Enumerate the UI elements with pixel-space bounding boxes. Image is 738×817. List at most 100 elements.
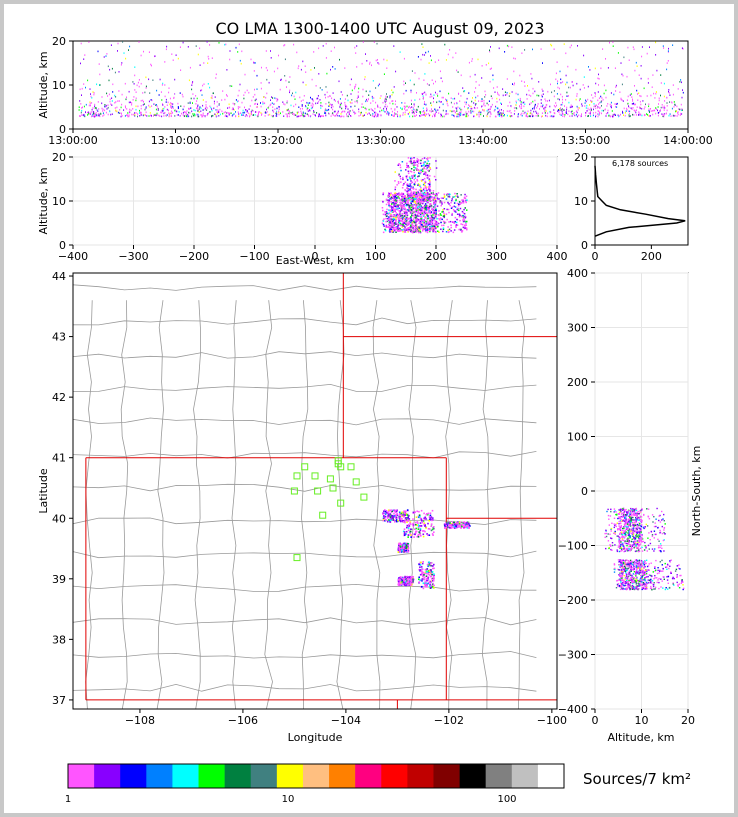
- time-altitude-source: [331, 97, 333, 100]
- time-altitude-source: [115, 96, 117, 98]
- ew-altitude-source: [402, 217, 405, 219]
- time-altitude-source: [369, 63, 371, 65]
- time-altitude-source: [422, 97, 424, 100]
- time-altitude-source: [222, 112, 224, 115]
- plan-view-source: [432, 534, 434, 536]
- time-altitude-source: [263, 96, 265, 98]
- time-altitude-source: [298, 106, 300, 108]
- ew-altitude-source: [464, 200, 467, 203]
- time-altitude-source: [586, 104, 588, 107]
- time-altitude-source: [523, 81, 525, 83]
- time-altitude-source: [312, 98, 314, 101]
- plan-view-source: [432, 567, 434, 570]
- ew-altitude-source: [400, 201, 402, 203]
- time-altitude-source: [181, 93, 183, 96]
- time-altitude-source: [657, 112, 659, 114]
- time-altitude-source: [508, 95, 510, 97]
- ew-altitude-source: [425, 220, 427, 223]
- time-altitude-source: [523, 112, 525, 115]
- ew-altitude-source: [420, 190, 423, 192]
- time-altitude-source: [439, 70, 441, 73]
- time-altitude-source: [607, 112, 609, 114]
- time-altitude-source: [460, 114, 462, 116]
- time-altitude-source: [434, 115, 436, 117]
- ew-altitude-source: [382, 231, 385, 234]
- time-altitude-source: [640, 95, 642, 98]
- ew-altitude-source: [391, 210, 394, 213]
- time-altitude-source: [371, 109, 373, 111]
- time-altitude-source: [561, 95, 563, 98]
- ew-altitude-source: [409, 205, 411, 207]
- ew-altitude-source: [464, 217, 467, 219]
- time-altitude-source: [565, 112, 567, 114]
- ew-altitude-source: [402, 198, 404, 201]
- time-altitude-source: [198, 108, 200, 110]
- ew-altitude-source: [407, 165, 409, 167]
- time-altitude-source: [207, 112, 209, 115]
- time-altitude-source: [168, 91, 170, 94]
- ew-altitude-source: [392, 209, 395, 211]
- ew-altitude-source: [415, 203, 417, 205]
- plan-view-source: [421, 571, 424, 573]
- ew-altitude-source: [395, 200, 398, 202]
- time-altitude-source: [328, 108, 330, 111]
- plan-view-source: [405, 530, 408, 533]
- ew-altitude-source: [434, 213, 436, 215]
- plan-view-source: [411, 523, 414, 526]
- time-altitude-source: [379, 110, 381, 113]
- time-altitude-source: [261, 66, 262, 69]
- time-altitude-source: [344, 67, 346, 69]
- time-altitude-source: [613, 115, 614, 118]
- ew-altitude-source: [466, 209, 468, 211]
- time-altitude-source: [105, 104, 107, 107]
- ew-altitude-source: [427, 215, 429, 217]
- time-altitude-source: [478, 84, 480, 86]
- time-altitude-source: [446, 99, 448, 101]
- ew-altitude-source: [429, 203, 432, 205]
- county-line: [73, 550, 537, 559]
- ew-altitude-source: [415, 229, 417, 232]
- plan-view-source: [417, 522, 419, 524]
- time-altitude-source: [307, 114, 309, 116]
- time-altitude-source: [509, 115, 511, 118]
- ew-altitude-source: [416, 226, 419, 228]
- plan-view-source: [405, 510, 407, 513]
- ew-altitude-source: [456, 193, 458, 195]
- time-altitude-source: [522, 110, 524, 112]
- time-altitude-source: [320, 104, 322, 107]
- ew-altitude-source: [416, 178, 418, 181]
- time-altitude-source: [139, 112, 140, 114]
- ew-altitude-source: [424, 228, 427, 230]
- ew-altitude-source: [410, 217, 412, 219]
- time-altitude-source: [277, 67, 279, 70]
- plan-view-source: [407, 549, 410, 552]
- time-altitude-source: [585, 107, 587, 109]
- ew-altitude-source: [414, 222, 417, 225]
- time-altitude-source: [264, 111, 266, 114]
- time-altitude-source: [631, 103, 633, 105]
- time-altitude-source: [145, 107, 147, 109]
- time-altitude-source: [226, 115, 228, 117]
- time-altitude-source: [287, 115, 288, 118]
- time-altitude-source: [110, 44, 112, 46]
- ew-altitude-source: [426, 193, 428, 195]
- ew-altitude-source: [403, 210, 405, 213]
- time-altitude-source: [365, 53, 366, 55]
- ew-altitude-source: [408, 194, 410, 197]
- plan-view-source: [430, 569, 432, 572]
- plan-view-source: [418, 569, 420, 571]
- time-altitude-source: [530, 73, 532, 75]
- ew-altitude-source: [423, 167, 425, 169]
- time-altitude-source: [253, 114, 254, 116]
- time-altitude-source: [184, 111, 186, 114]
- ew-altitude-source: [384, 229, 387, 232]
- ew-altitude-source: [425, 205, 428, 207]
- time-altitude-source: [347, 111, 349, 114]
- ew-altitude-source: [394, 192, 397, 194]
- time-altitude-source: [420, 115, 422, 117]
- time-altitude-source: [108, 79, 110, 82]
- time-altitude-source: [667, 60, 669, 62]
- time-altitude-source: [161, 111, 163, 114]
- time-altitude-source: [433, 97, 434, 100]
- plan-view-source: [425, 582, 427, 584]
